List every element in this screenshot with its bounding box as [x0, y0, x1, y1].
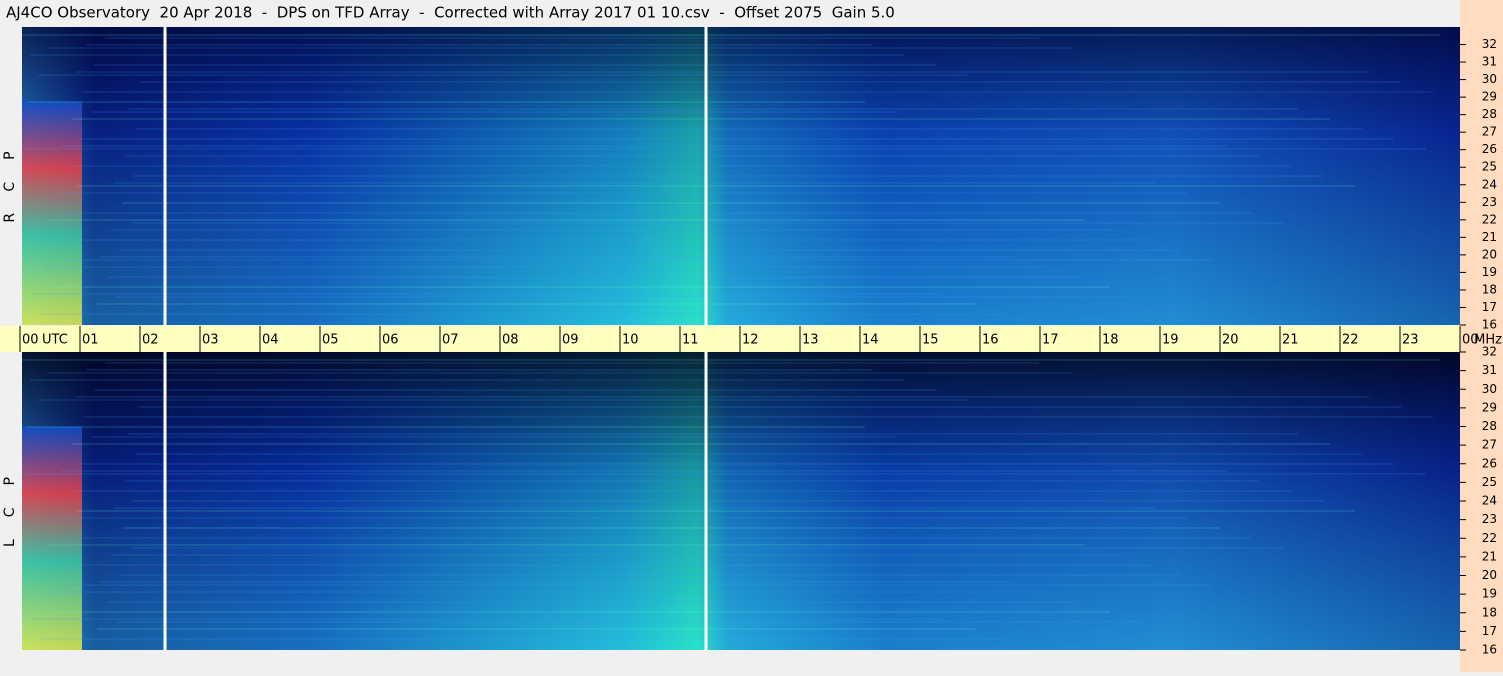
- low-time-emission: [22, 101, 82, 325]
- y-tick-label: 31: [1482, 363, 1497, 377]
- x-tick-label: 01: [82, 333, 99, 348]
- x-tick-label: 22: [1342, 333, 1359, 348]
- x-tick-label: 09: [562, 333, 579, 348]
- y-tick-label: 20: [1482, 247, 1497, 261]
- y-tick-label: 19: [1482, 265, 1497, 279]
- x-tick-label: 08: [502, 333, 519, 348]
- panel-label: RCP: [2, 129, 18, 222]
- y-tick-label: 26: [1482, 142, 1497, 156]
- time-axis-strip: [0, 326, 1460, 352]
- y-tick-label: 19: [1482, 587, 1497, 601]
- y-tick-label: 24: [1482, 494, 1497, 508]
- spectrogram-shade: [22, 352, 1460, 650]
- y-tick-label: 23: [1482, 195, 1497, 209]
- y-tick-label: 16: [1482, 318, 1497, 332]
- y-unit: MHz: [1474, 333, 1502, 348]
- y-tick-label: 18: [1482, 605, 1497, 619]
- x-tick-label: 06: [382, 333, 399, 348]
- x-tick-label: 23: [1402, 333, 1419, 348]
- y-tick-label: 32: [1482, 345, 1497, 359]
- x-tick-label: 04: [262, 333, 279, 348]
- y-axis-strip: [1460, 0, 1503, 672]
- x-tick-label: 15: [922, 333, 939, 348]
- y-tick-label: 22: [1482, 212, 1497, 226]
- x-unit: UTC: [42, 333, 68, 348]
- x-tick-label: 00: [22, 333, 39, 348]
- y-tick-label: 31: [1482, 55, 1497, 69]
- y-tick-label: 26: [1482, 456, 1497, 470]
- x-tick-label: 03: [202, 333, 219, 348]
- y-tick-label: 17: [1482, 300, 1497, 314]
- x-tick-label: 18: [1102, 333, 1119, 348]
- plots: 16 17 18 19 20 21 22 23 24 25 26 27 28 29 30 31 32 RCP 16 1…: [2, 27, 1502, 657]
- x-tick-label: 10: [622, 333, 639, 348]
- y-tick-label: 29: [1482, 400, 1497, 414]
- x-tick-label: 16: [982, 333, 999, 348]
- x-tick-label: 21: [1282, 333, 1299, 348]
- y-tick-label: 28: [1482, 107, 1497, 121]
- y-tick-label: 21: [1482, 549, 1497, 563]
- y-tick-label: 27: [1482, 125, 1497, 139]
- x-tick-label: 05: [322, 333, 339, 348]
- y-tick-label: 21: [1482, 230, 1497, 244]
- y-tick-label: 30: [1482, 382, 1497, 396]
- y-tick-label: 17: [1482, 624, 1497, 638]
- y-tick-label: 30: [1482, 72, 1497, 86]
- y-tick-label: 28: [1482, 419, 1497, 433]
- x-tick-label: 14: [862, 333, 879, 348]
- chart-title: AJ4CO Observatory 20 Apr 2018 - DPS on T…: [6, 4, 895, 22]
- y-tick-label: 23: [1482, 512, 1497, 526]
- x-tick-label: 12: [742, 333, 759, 348]
- x-tick-label: 07: [442, 333, 459, 348]
- y-tick-label: 16: [1482, 643, 1497, 657]
- y-tick-label: 18: [1482, 282, 1497, 296]
- x-tick-label: 17: [1042, 333, 1059, 348]
- y-tick-label: 22: [1482, 531, 1497, 545]
- y-tick-label: 25: [1482, 475, 1497, 489]
- x-tick-label: 20: [1222, 333, 1239, 348]
- y-tick-label: 20: [1482, 568, 1497, 582]
- x-tick-label: 02: [142, 333, 159, 348]
- y-tick-label: 32: [1482, 37, 1497, 51]
- y-tick-label: 25: [1482, 160, 1497, 174]
- y-tick-label: 27: [1482, 438, 1497, 452]
- x-tick-label: 19: [1162, 333, 1179, 348]
- x-tick-label: 00: [1462, 333, 1479, 348]
- x-tick-label: 13: [802, 333, 819, 348]
- y-tick-label: 24: [1482, 177, 1497, 191]
- panel-label: LCP: [2, 455, 18, 547]
- low-time-emission: [22, 426, 82, 650]
- spectrogram-shade: [22, 27, 1460, 325]
- y-tick-label: 29: [1482, 90, 1497, 104]
- x-tick-label: 11: [682, 333, 699, 348]
